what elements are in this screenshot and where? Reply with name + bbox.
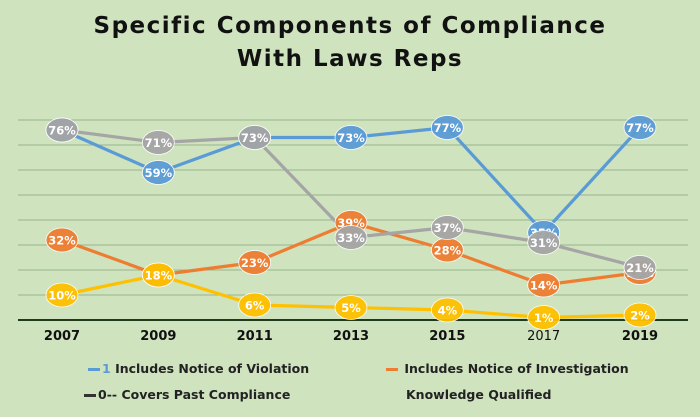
data-label-2-1: 71% bbox=[145, 136, 173, 150]
legend-label-violation: Includes Notice of Violation bbox=[115, 361, 310, 376]
data-label-1-5: 14% bbox=[530, 279, 558, 293]
data-point-1-2 bbox=[238, 250, 272, 275]
data-point-3-6 bbox=[623, 302, 657, 328]
chart-title-line-2: With Laws Reps bbox=[236, 46, 464, 72]
data-point-0-3 bbox=[334, 125, 368, 150]
legend-item-investigation: Includes Notice of Investigation bbox=[386, 361, 629, 376]
data-label-2-4: 37% bbox=[434, 221, 462, 235]
data-point-3-4 bbox=[430, 297, 464, 323]
data-label-3-5: 1% bbox=[534, 311, 554, 325]
legend-item-past-compliance: 0-- Covers Past Compliance bbox=[84, 387, 290, 402]
x-tick-label-2007: 2007 bbox=[44, 329, 80, 344]
data-point-1-5 bbox=[527, 272, 561, 298]
x-tick-label-2019: 2019 bbox=[622, 329, 658, 344]
data-point-1-0 bbox=[45, 227, 79, 253]
data-label-0-1: 59% bbox=[145, 166, 173, 180]
data-point-0-6 bbox=[623, 115, 657, 140]
legend-swatch-past-compliance bbox=[84, 394, 96, 397]
data-label-3-6: 2% bbox=[630, 309, 650, 323]
data-label-0-3: 73% bbox=[337, 131, 365, 145]
data-point-0-1 bbox=[141, 160, 175, 185]
legend-swatch-violation bbox=[88, 368, 100, 371]
data-label-3-4: 4% bbox=[438, 304, 458, 318]
data-label-1-4: 28% bbox=[434, 244, 462, 258]
data-label-3-0: 10% bbox=[48, 289, 76, 303]
data-point-2-3 bbox=[334, 225, 368, 250]
data-label-0-4: 77% bbox=[434, 121, 462, 135]
data-label-2-0: 76% bbox=[48, 124, 76, 138]
data-label-1-0: 32% bbox=[48, 234, 76, 248]
data-label-3-3: 5% bbox=[341, 301, 361, 315]
chart-title-line-1: Specific Components of Compliance bbox=[93, 13, 607, 39]
x-tick-label-2015: 2015 bbox=[429, 329, 465, 344]
x-tick-label-2009: 2009 bbox=[140, 329, 176, 344]
legend-label-knowledge: Knowledge Qualified bbox=[406, 387, 552, 402]
legend-label-past-compliance: Covers Past Compliance bbox=[121, 387, 291, 402]
data-label-0-6: 77% bbox=[626, 121, 654, 135]
data-point-3-2 bbox=[238, 292, 272, 318]
x-tick-label-2017: 2017 bbox=[527, 329, 560, 344]
data-label-2-6: 21% bbox=[626, 261, 654, 275]
data-label-2-2: 73% bbox=[241, 131, 269, 145]
data-point-3-5 bbox=[527, 305, 561, 330]
legend-swatch-investigation bbox=[386, 368, 398, 371]
legend-label-investigation: Includes Notice of Investigation bbox=[404, 361, 629, 376]
data-point-2-4 bbox=[430, 215, 464, 240]
legend-prefix-violation: 1 bbox=[102, 361, 111, 376]
data-point-2-5 bbox=[527, 230, 561, 255]
data-point-2-0 bbox=[45, 117, 79, 143]
data-point-3-1 bbox=[141, 262, 175, 288]
legend-item-knowledge: Knowledge Qualified bbox=[406, 387, 551, 402]
data-point-0-4 bbox=[430, 115, 464, 140]
data-label-3-1: 18% bbox=[145, 269, 173, 283]
data-point-2-1 bbox=[141, 130, 175, 155]
x-tick-label-2013: 2013 bbox=[333, 329, 369, 344]
data-label-2-5: 31% bbox=[530, 236, 558, 250]
legend-item-violation: 1 Includes Notice of Violation bbox=[88, 361, 309, 376]
data-label-2-3: 33% bbox=[337, 231, 365, 245]
data-point-3-0 bbox=[45, 282, 79, 308]
data-point-2-2 bbox=[238, 125, 272, 150]
data-point-2-6 bbox=[623, 255, 657, 280]
data-label-1-2: 23% bbox=[241, 256, 269, 270]
legend-prefix-past-compliance: 0-- bbox=[98, 387, 118, 402]
x-tick-label-2011: 2011 bbox=[237, 329, 273, 344]
data-label-3-2: 6% bbox=[245, 299, 265, 313]
data-point-3-3 bbox=[334, 295, 368, 320]
